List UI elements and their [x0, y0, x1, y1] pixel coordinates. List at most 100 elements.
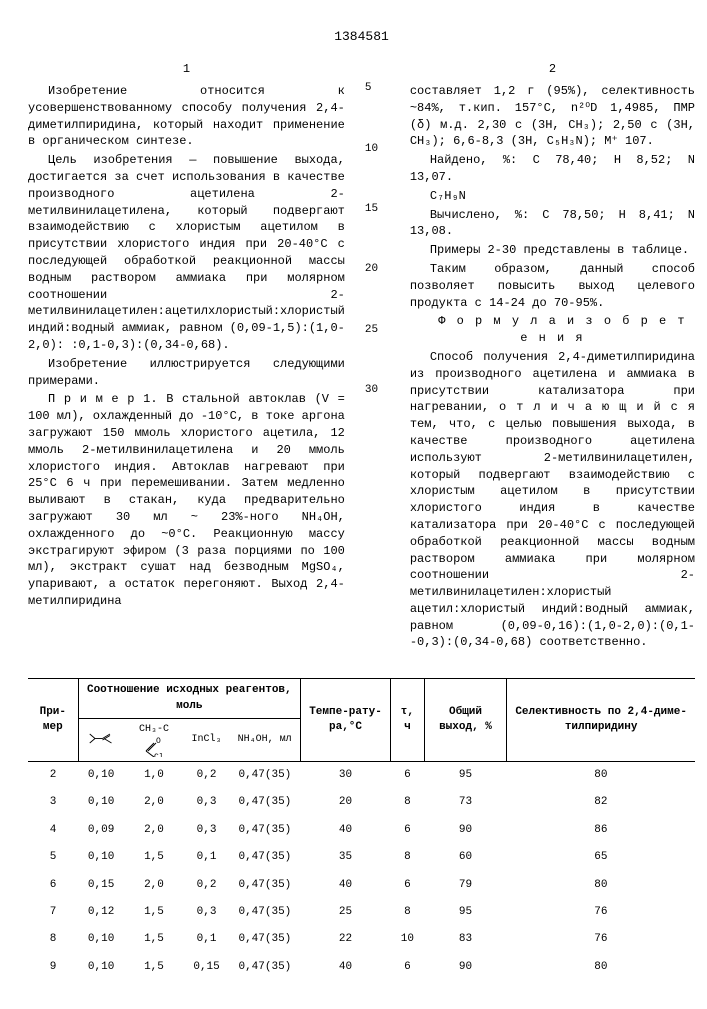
table-cell: 0,10 — [78, 789, 124, 816]
col1-para-2: Цель изобретения — повышение выхода, дос… — [28, 152, 345, 354]
table-cell: 6 — [391, 817, 425, 844]
table-cell: 0,15 — [78, 872, 124, 899]
col2-para-7: Способ получения 2,4-диметилпиридина из … — [410, 349, 695, 651]
table-cell: 80 — [507, 762, 695, 790]
table-cell: 0,47(35) — [229, 926, 300, 953]
table-cell: 0,2 — [184, 872, 229, 899]
table-cell: 5 — [28, 844, 78, 871]
line-num-30: 30 — [365, 383, 390, 398]
th-reagent3: InCl₃ — [184, 719, 229, 762]
col1-para-1: Изобретение относится к усовершенствован… — [28, 83, 345, 150]
table-cell: 22 — [300, 926, 390, 953]
th-yield: Общий выход, % — [424, 679, 507, 762]
line-num-10: 10 — [365, 142, 390, 157]
data-table: При-мер Соотношение исходных реагентов, … — [28, 678, 695, 981]
table-cell: 2,0 — [124, 872, 184, 899]
th-reagent1-icon — [78, 719, 124, 762]
table-cell: 0,10 — [78, 954, 124, 981]
table-cell: 0,10 — [78, 844, 124, 871]
table-cell: 2,0 — [124, 789, 184, 816]
table-cell: 0,47(35) — [229, 844, 300, 871]
column-2: 2 составляет 1,2 г (95%), селективность … — [410, 61, 695, 653]
th-reagent2: CH₃-C O Cl — [124, 719, 184, 762]
table-cell: 2,0 — [124, 817, 184, 844]
col1-number: 1 — [28, 61, 345, 78]
table-cell: 83 — [424, 926, 507, 953]
th-time: τ, ч — [391, 679, 425, 762]
table-cell: 2 — [28, 762, 78, 790]
table-cell: 0,12 — [78, 899, 124, 926]
table-body: 20,101,00,20,47(35)306958030,102,00,30,4… — [28, 762, 695, 982]
table-cell: 9 — [28, 954, 78, 981]
col2-para-2: Найдено, %: С 78,40; Н 8,52; N 13,07. — [410, 152, 695, 186]
line-num-5: 5 — [365, 81, 390, 96]
text-columns: 1 Изобретение относится к усовершенствов… — [28, 61, 695, 653]
column-1: 1 Изобретение относится к усовершенствов… — [28, 61, 345, 653]
table-cell: 0,3 — [184, 817, 229, 844]
th-ratio: Соотношение исходных реагентов, моль — [78, 679, 300, 719]
table-cell: 8 — [391, 899, 425, 926]
sub2-text: CH₃-C — [139, 724, 169, 735]
table-cell: 1,5 — [124, 844, 184, 871]
table-cell: 1,5 — [124, 926, 184, 953]
table-cell: 0,15 — [184, 954, 229, 981]
table-cell: 10 — [391, 926, 425, 953]
table-cell: 90 — [424, 817, 507, 844]
line-num-25: 25 — [365, 323, 390, 338]
table-cell: 60 — [424, 844, 507, 871]
th-temp: Темпе-рату-ра,°С — [300, 679, 390, 762]
table-cell: 40 — [300, 817, 390, 844]
table-cell: 30 — [300, 762, 390, 790]
table-cell: 0,47(35) — [229, 762, 300, 790]
th-selectivity: Селективность по 2,4-диме-тилпиридину — [507, 679, 695, 762]
sub2c: Cl — [154, 753, 164, 757]
col1-para-4: П р и м е р 1. В стальной автоклав (V = … — [28, 391, 345, 609]
table-cell: 25 — [300, 899, 390, 926]
table-cell: 6 — [28, 872, 78, 899]
table-cell: 80 — [507, 954, 695, 981]
table-row: 20,101,00,20,47(35)3069580 — [28, 762, 695, 790]
table-cell: 86 — [507, 817, 695, 844]
col2-formula: C₇H₉N — [410, 188, 695, 205]
table-cell: 8 — [391, 789, 425, 816]
table-cell: 6 — [391, 762, 425, 790]
table-row: 80,101,50,10,47(35)22108376 — [28, 926, 695, 953]
table-cell: 6 — [391, 872, 425, 899]
table-cell: 95 — [424, 899, 507, 926]
table-row: 30,102,00,30,47(35)2087382 — [28, 789, 695, 816]
line-numbers: 5 10 15 20 25 30 — [365, 61, 390, 653]
table-cell: 35 — [300, 844, 390, 871]
col1-para-3: Изобретение иллюстрируется следующими пр… — [28, 356, 345, 390]
table-cell: 0,09 — [78, 817, 124, 844]
table-cell: 95 — [424, 762, 507, 790]
table-cell: 40 — [300, 954, 390, 981]
table-cell: 40 — [300, 872, 390, 899]
table-cell: 8 — [391, 844, 425, 871]
table-cell: 1,0 — [124, 762, 184, 790]
table-cell: 65 — [507, 844, 695, 871]
molecule-icon — [86, 727, 116, 747]
col2-para-5: Примеры 2-30 представлены в таблице. — [410, 242, 695, 259]
th-reagent4: NH₄OH, мл — [229, 719, 300, 762]
table-cell: 0,1 — [184, 926, 229, 953]
line-num-20: 20 — [365, 262, 390, 277]
table-cell: 0,3 — [184, 899, 229, 926]
table-cell: 76 — [507, 899, 695, 926]
table-cell: 0,47(35) — [229, 954, 300, 981]
table-cell: 0,47(35) — [229, 899, 300, 926]
table-cell: 7 — [28, 899, 78, 926]
table-cell: 0,47(35) — [229, 817, 300, 844]
patent-number: 1384581 — [28, 28, 695, 46]
th-example: При-мер — [28, 679, 78, 762]
table-cell: 76 — [507, 926, 695, 953]
table-cell: 20 — [300, 789, 390, 816]
table-cell: 90 — [424, 954, 507, 981]
table-cell: 0,2 — [184, 762, 229, 790]
sub2b: O — [156, 737, 161, 746]
table-row: 40,092,00,30,47(35)4069086 — [28, 817, 695, 844]
table-cell: 0,10 — [78, 926, 124, 953]
col2-para-6: Таким образом, данный способ позволяет п… — [410, 261, 695, 311]
table-cell: 0,10 — [78, 762, 124, 790]
acetyl-icon: O Cl — [144, 737, 164, 757]
table-cell: 82 — [507, 789, 695, 816]
